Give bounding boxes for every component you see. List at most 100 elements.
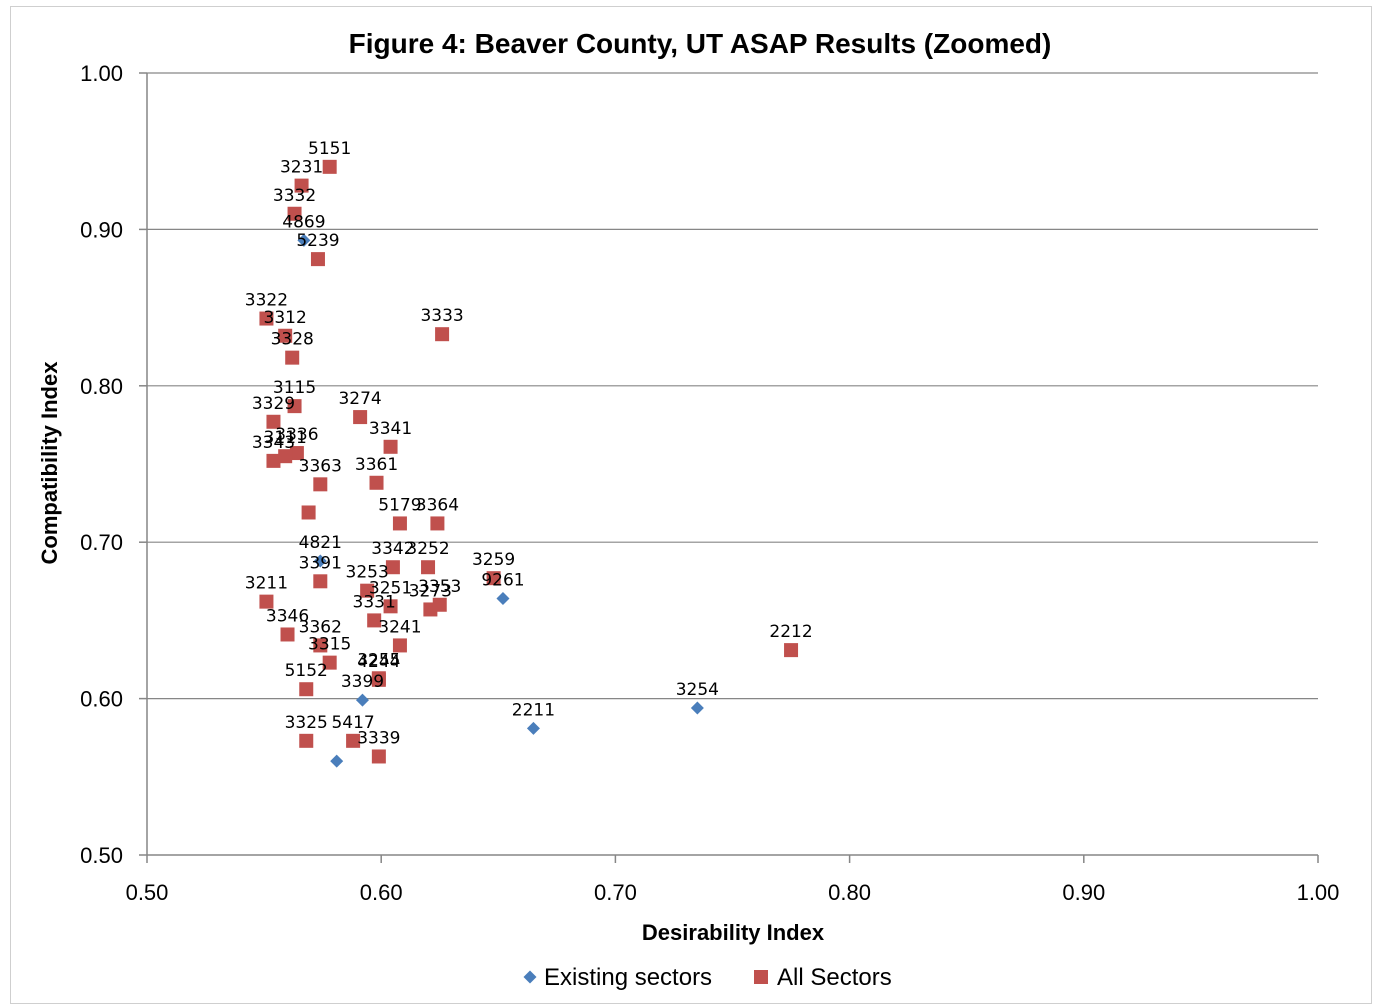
data-label: 3333 [420, 306, 463, 326]
existing-sector-point [690, 701, 704, 715]
all-sectors-point [346, 733, 361, 748]
all-sectors-point [371, 672, 386, 687]
all-sectors-point [371, 749, 386, 764]
all-sectors-point [266, 453, 281, 468]
tick-labels: 0.50 0.60 0.70 0.80 0.90 1.00 0.50 0.60 0.70 0.80… [80, 61, 1339, 905]
data-label: 3315 [308, 635, 351, 655]
data-label: 3241 [378, 617, 421, 637]
data-label: 3259 [472, 550, 515, 570]
data-label: 3251 [369, 578, 412, 598]
legend-label: All Sectors [777, 964, 892, 991]
data-label: 3362 [299, 617, 342, 637]
y-tick-label: 0.70 [80, 530, 123, 555]
legend-square-icon [754, 970, 768, 984]
data-label: 3364 [416, 495, 459, 515]
data-label: 3328 [271, 330, 314, 350]
data-label: 3115 [273, 378, 316, 398]
y-tick-label: 0.60 [80, 687, 123, 712]
y-axis-title: Compatibility Index [37, 361, 62, 565]
all-sectors-point [313, 574, 328, 589]
data-label: 9261 [481, 571, 524, 591]
data-label: 3399 [341, 672, 384, 692]
data-label: 3339 [357, 728, 400, 748]
data-label: 5239 [296, 231, 339, 251]
data-label: 3353 [418, 577, 461, 597]
all-sectors-point [392, 638, 407, 653]
data-label: 3336 [275, 425, 318, 445]
data-label: 5152 [285, 661, 328, 681]
data-label: 4821 [299, 533, 342, 553]
all-sectors-point [322, 655, 337, 670]
data-label: 3211 [245, 574, 288, 594]
existing-sector-point [330, 754, 344, 768]
data-label: 2211 [512, 700, 555, 720]
x-tick-label: 1.00 [1297, 880, 1340, 905]
all-sectors-point [287, 206, 302, 221]
all-sectors-point [287, 399, 302, 414]
data-label: 3255 [357, 650, 400, 670]
data-label: 3341 [369, 419, 412, 439]
y-tick-label: 0.80 [80, 374, 123, 399]
legend-diamond-icon [523, 970, 537, 984]
data-label: 5179 [378, 495, 421, 515]
data-label: 3342 [371, 539, 414, 559]
existing-sector-point [297, 233, 311, 247]
data-label: 3325 [285, 713, 328, 733]
data-label: 3332 [273, 186, 316, 206]
data-label: 3252 [406, 539, 449, 559]
x-axis-title: Desirability Index [642, 920, 825, 945]
x-tick-label: 0.60 [360, 880, 403, 905]
data-label: 3312 [264, 308, 307, 328]
all-sectors-point [289, 446, 304, 461]
data-label: 3254 [676, 680, 719, 700]
data-label: 4869 [282, 212, 325, 232]
legend-item-existing-sectors: Existing sectors [523, 964, 712, 991]
all-sectors-point [313, 638, 328, 653]
data-label: 2212 [769, 622, 812, 642]
existing-sector-point [355, 693, 369, 707]
data-label: 4244 [357, 652, 400, 672]
all-sectors-point [299, 733, 314, 748]
all-sectors-point [385, 560, 400, 575]
all-sectors-point [280, 627, 295, 642]
data-label: 3231 [280, 158, 323, 178]
chart-frame [10, 6, 1372, 1004]
data-label: 3322 [245, 291, 288, 311]
all-sectors-point [299, 682, 314, 697]
all-sectors-point [432, 597, 447, 612]
all-sectors-point [383, 439, 398, 454]
existing-sector-point [496, 592, 510, 606]
all-sectors-point [392, 516, 407, 531]
data-label: 5151 [308, 139, 351, 159]
all-sectors-point [285, 350, 300, 365]
gridlines [147, 72, 1318, 700]
all-sectors-point [369, 475, 384, 490]
all-sectors-point [259, 594, 274, 609]
all-sectors-point [278, 449, 293, 464]
legend-label: Existing sectors [544, 964, 712, 991]
legend: Existing sectors All Sectors [523, 964, 892, 991]
all-sectors-point [294, 178, 309, 193]
data-label: 3273 [409, 581, 452, 601]
existing-sector-point [526, 721, 540, 735]
all-sectors-point [259, 311, 274, 326]
all-sectors-point [278, 328, 293, 343]
all-sectors-point [383, 599, 398, 614]
x-tick-label: 0.70 [594, 880, 637, 905]
data-label: 3361 [355, 455, 398, 475]
data-label: 3253 [346, 563, 389, 583]
y-tick-label: 0.50 [80, 843, 123, 868]
all-sectors-point [435, 327, 450, 342]
all-sectors-point [360, 583, 375, 598]
data-points [259, 159, 799, 768]
all-sectors-point [310, 252, 325, 267]
existing-sector-point [313, 554, 327, 568]
data-label: 3329 [252, 394, 295, 414]
y-tick-label: 1.00 [80, 61, 123, 86]
data-label: 3363 [299, 456, 342, 476]
all-sectors-point [784, 643, 799, 658]
data-label: 3274 [338, 389, 381, 409]
all-sectors-point [430, 516, 445, 531]
